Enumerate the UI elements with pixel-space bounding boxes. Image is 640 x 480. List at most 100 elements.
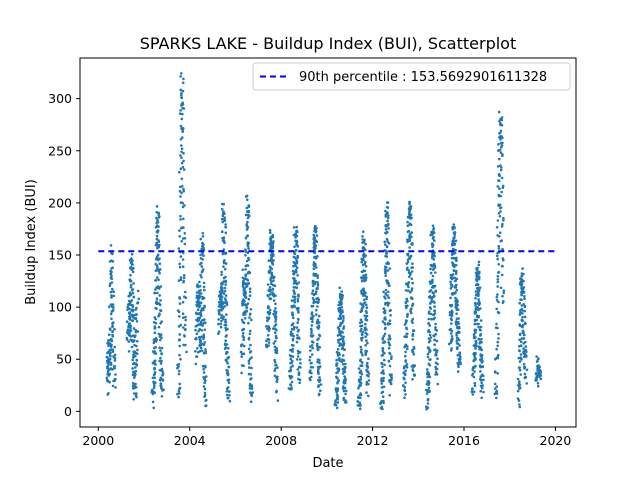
scatter-point — [497, 203, 500, 207]
scatter-point — [309, 375, 313, 379]
scatter-point — [178, 386, 182, 390]
scatter-point — [405, 305, 408, 309]
scatter-point — [365, 383, 368, 386]
scatter-point — [413, 373, 417, 377]
scatter-point — [496, 251, 499, 255]
scatter-point — [273, 312, 277, 315]
scatter-point — [179, 88, 183, 92]
scatter-point — [311, 320, 314, 324]
scatter-point — [496, 285, 500, 288]
scatter-point — [224, 346, 228, 349]
scatter-point — [201, 268, 205, 271]
scatter-point — [296, 349, 300, 353]
scatter-point — [411, 304, 414, 307]
scatter-point — [500, 144, 504, 147]
scatter-point — [246, 216, 250, 220]
scatter-point — [450, 253, 454, 256]
scatter-point — [316, 281, 319, 284]
scatter-point — [388, 309, 392, 313]
scatter-point — [524, 345, 527, 348]
scatter-point — [246, 198, 249, 201]
scatter-point — [472, 344, 476, 347]
scatter-point — [434, 271, 437, 274]
scatter-point — [181, 89, 185, 93]
scatter-point — [500, 124, 504, 127]
scatter-point — [365, 391, 368, 394]
scatter-point — [180, 161, 184, 165]
scatter-point — [341, 346, 345, 350]
scatter-point — [159, 376, 163, 380]
scatter-point — [362, 287, 365, 291]
scatter-point — [197, 296, 200, 300]
scatter-point — [161, 378, 164, 381]
scatter-point — [202, 281, 206, 285]
scatter-point — [409, 217, 413, 220]
scatter-point — [472, 390, 476, 394]
scatter-point — [435, 354, 438, 357]
scatter-point — [295, 358, 299, 361]
scatter-point — [403, 365, 406, 368]
scatter-point — [239, 350, 243, 354]
scatter-point — [177, 279, 181, 282]
scatter-point — [274, 318, 278, 321]
scatter-point — [390, 375, 393, 379]
scatter-point — [317, 300, 320, 304]
scatter-point — [365, 295, 369, 299]
scatter-point — [317, 327, 320, 330]
scatter-point — [242, 303, 246, 306]
scatter-point — [128, 311, 131, 314]
scatter-point — [406, 266, 409, 270]
scatter-point — [130, 288, 134, 292]
scatter-point — [184, 315, 187, 319]
scatter-point — [496, 355, 500, 358]
scatter-point — [408, 202, 411, 206]
scatter-point — [129, 273, 132, 277]
scatter-point — [495, 385, 499, 388]
scatter-point — [111, 330, 114, 334]
scatter-point — [295, 326, 299, 329]
scatter-point — [153, 331, 157, 335]
scatter-point — [502, 289, 506, 293]
scatter-point — [474, 304, 477, 307]
scatter-point — [498, 131, 502, 135]
scatter-point — [362, 255, 366, 259]
scatter-point — [267, 310, 270, 314]
scatter-point — [294, 264, 297, 268]
scatter-point — [382, 399, 385, 403]
scatter-point — [159, 333, 163, 336]
scatter-point — [520, 280, 523, 283]
scatter-point — [178, 333, 181, 336]
scatter-point — [525, 368, 529, 372]
scatter-point — [523, 367, 526, 370]
scatter-point — [160, 359, 163, 363]
scatter-point — [495, 226, 499, 229]
scatter-point — [501, 136, 504, 140]
scatter-point — [178, 265, 182, 269]
scatter-point — [155, 221, 158, 224]
scatter-point — [159, 349, 162, 352]
scatter-point — [342, 359, 346, 362]
scatter-point — [317, 385, 320, 389]
scatter-point — [224, 339, 227, 343]
scatter-point — [227, 347, 230, 350]
scatter-point — [309, 327, 313, 331]
scatter-point — [182, 107, 186, 110]
scatter-point — [449, 317, 453, 320]
scatter-point — [223, 219, 227, 222]
scatter-point — [318, 334, 322, 338]
scatter-point — [312, 233, 316, 237]
scatter-point — [425, 407, 428, 411]
scatter-point — [335, 362, 339, 365]
scatter-point — [313, 248, 316, 251]
scatter-point — [477, 308, 480, 312]
scatter-point — [155, 230, 159, 233]
scatter-point — [382, 385, 386, 389]
scatter-point — [199, 339, 202, 343]
scatter-point — [182, 276, 186, 280]
scatter-point — [314, 263, 317, 267]
scatter-point — [384, 228, 388, 231]
scatter-point — [363, 294, 367, 297]
scatter-point — [315, 234, 319, 237]
scatter-point — [177, 315, 181, 318]
scatter-point — [108, 353, 112, 357]
